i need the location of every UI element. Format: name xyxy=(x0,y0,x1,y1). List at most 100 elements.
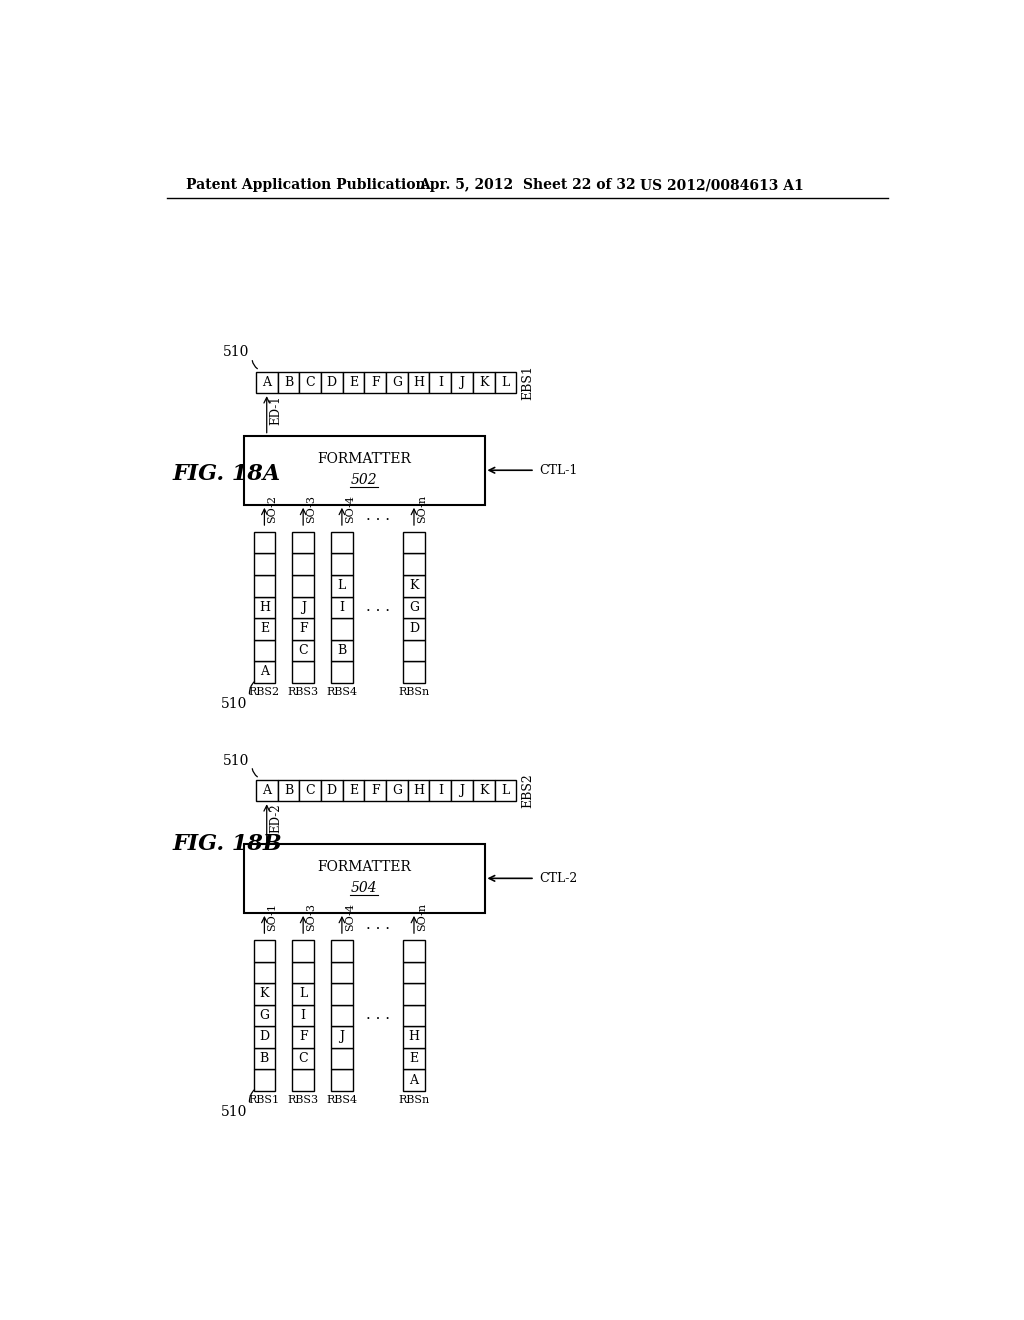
Text: C: C xyxy=(298,1052,308,1065)
Bar xyxy=(331,1005,352,1026)
Bar xyxy=(292,597,314,618)
Bar xyxy=(331,553,352,576)
Bar xyxy=(331,661,352,682)
Bar xyxy=(495,780,516,801)
Text: F: F xyxy=(371,376,380,389)
Bar xyxy=(403,661,425,682)
Bar xyxy=(331,618,352,640)
Text: B: B xyxy=(260,1052,269,1065)
Bar xyxy=(331,597,352,618)
Text: E: E xyxy=(260,622,269,635)
Bar xyxy=(254,940,275,961)
Text: SO-3: SO-3 xyxy=(306,495,316,523)
Bar xyxy=(331,1069,352,1090)
Text: FORMATTER: FORMATTER xyxy=(317,451,412,466)
Text: FORMATTER: FORMATTER xyxy=(317,859,412,874)
Bar xyxy=(292,532,314,553)
Text: 510: 510 xyxy=(223,346,250,359)
Text: ED-2: ED-2 xyxy=(270,804,283,833)
Bar xyxy=(429,780,452,801)
Text: J: J xyxy=(301,601,305,614)
Text: A: A xyxy=(260,665,269,678)
Bar xyxy=(292,1069,314,1090)
Text: 504: 504 xyxy=(351,882,378,895)
Text: K: K xyxy=(410,579,419,593)
Text: SO-4: SO-4 xyxy=(345,903,355,931)
Text: SO-n: SO-n xyxy=(417,495,427,523)
Bar xyxy=(403,1026,425,1048)
Bar xyxy=(254,983,275,1005)
Bar xyxy=(408,780,429,801)
Bar xyxy=(254,618,275,640)
Text: FIG. 18B: FIG. 18B xyxy=(173,833,283,855)
Text: G: G xyxy=(392,376,402,389)
Bar xyxy=(495,372,516,393)
Text: L: L xyxy=(502,376,510,389)
Bar xyxy=(256,372,278,393)
Text: F: F xyxy=(299,1031,307,1044)
Text: C: C xyxy=(305,376,315,389)
Text: L: L xyxy=(338,579,346,593)
Text: D: D xyxy=(327,376,337,389)
Bar xyxy=(408,372,429,393)
Text: B: B xyxy=(284,784,293,797)
Bar xyxy=(254,1048,275,1069)
Text: FIG. 18A: FIG. 18A xyxy=(173,463,281,486)
Bar xyxy=(292,961,314,983)
Text: . . .: . . . xyxy=(366,1008,390,1023)
Bar xyxy=(365,372,386,393)
Bar xyxy=(386,372,408,393)
Text: SO-n: SO-n xyxy=(417,903,427,931)
Text: J: J xyxy=(460,376,465,389)
Text: RBS2: RBS2 xyxy=(249,688,280,697)
Text: 510: 510 xyxy=(223,754,250,767)
Text: B: B xyxy=(284,376,293,389)
Text: SO-1: SO-1 xyxy=(267,903,278,931)
Bar xyxy=(403,983,425,1005)
Text: D: D xyxy=(259,1031,269,1044)
Bar xyxy=(343,372,365,393)
Bar xyxy=(331,1048,352,1069)
Text: SO-2: SO-2 xyxy=(267,495,278,523)
Text: D: D xyxy=(327,784,337,797)
Bar xyxy=(292,661,314,682)
Bar xyxy=(254,1069,275,1090)
Bar xyxy=(278,780,299,801)
Text: SO-4: SO-4 xyxy=(345,495,355,523)
Bar xyxy=(403,1005,425,1026)
Bar xyxy=(331,532,352,553)
Bar xyxy=(292,618,314,640)
Text: H: H xyxy=(409,1031,420,1044)
Bar xyxy=(331,1026,352,1048)
Bar xyxy=(254,1005,275,1026)
Bar xyxy=(292,1005,314,1026)
Text: K: K xyxy=(260,987,269,1001)
Bar xyxy=(254,597,275,618)
Bar xyxy=(254,532,275,553)
Text: F: F xyxy=(371,784,380,797)
Bar xyxy=(331,961,352,983)
Bar xyxy=(343,780,365,801)
Bar xyxy=(331,576,352,597)
Text: G: G xyxy=(392,784,402,797)
Text: . . .: . . . xyxy=(366,601,390,614)
Bar xyxy=(278,372,299,393)
Text: SO-3: SO-3 xyxy=(306,903,316,931)
Text: J: J xyxy=(460,784,465,797)
Text: H: H xyxy=(259,601,270,614)
Bar xyxy=(403,532,425,553)
Text: E: E xyxy=(349,784,358,797)
Text: . . .: . . . xyxy=(366,510,390,524)
Bar xyxy=(254,553,275,576)
Bar xyxy=(321,780,343,801)
Bar xyxy=(403,940,425,961)
Bar xyxy=(292,983,314,1005)
Bar xyxy=(292,940,314,961)
Bar xyxy=(452,780,473,801)
Text: E: E xyxy=(410,1052,419,1065)
Bar xyxy=(473,780,495,801)
Bar xyxy=(331,940,352,961)
Text: Sheet 22 of 32: Sheet 22 of 32 xyxy=(523,178,636,193)
Bar xyxy=(245,436,484,506)
Bar xyxy=(254,961,275,983)
